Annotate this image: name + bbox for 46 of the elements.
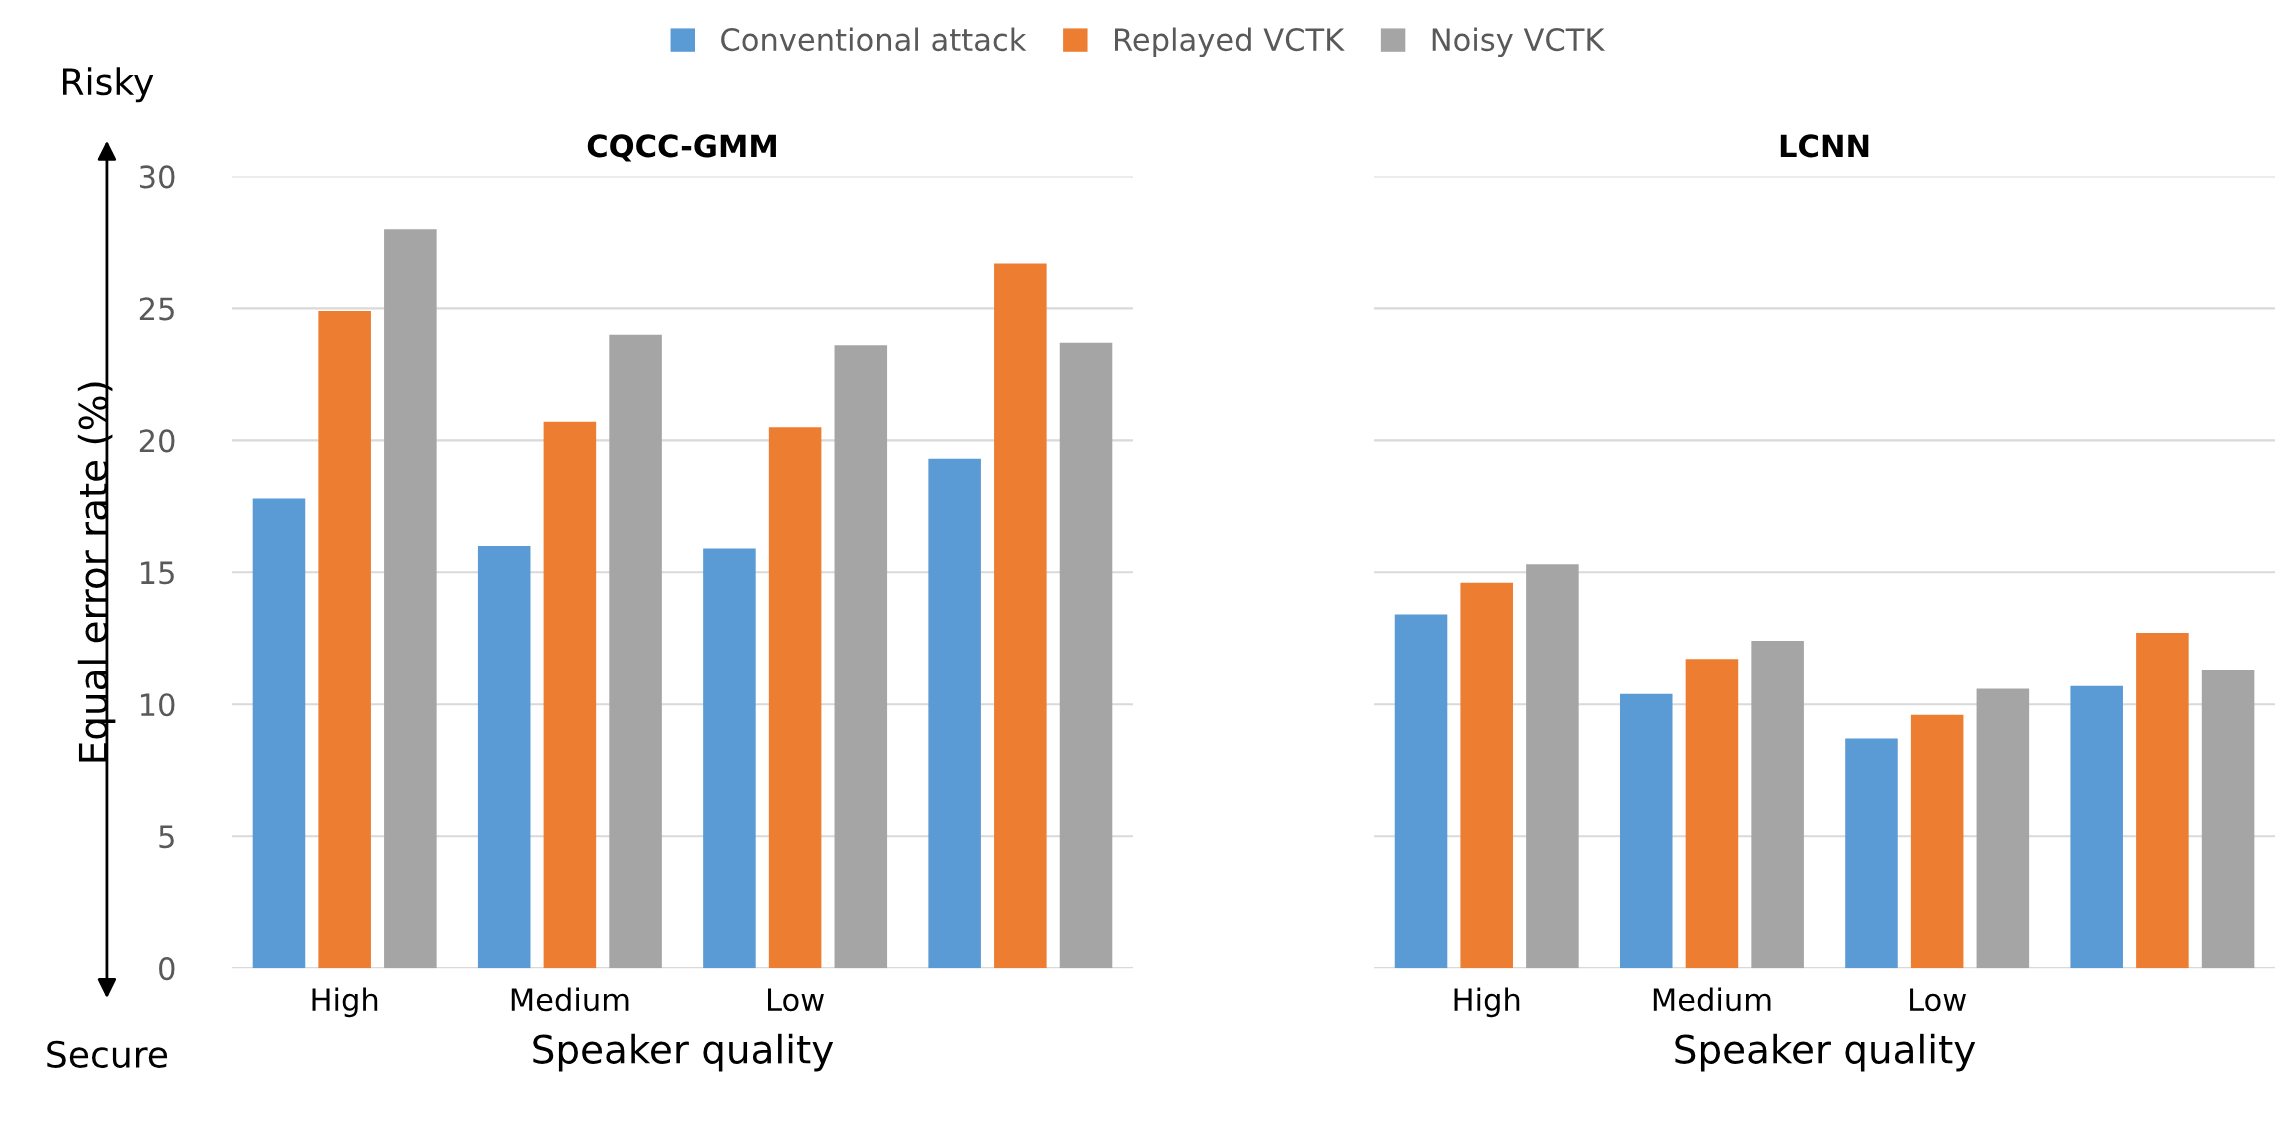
y-tick-label: 25 [139,297,174,321]
bar [1751,640,1804,969]
y-tick-label: 15 [140,561,174,585]
bar [1685,659,1739,969]
bar [768,427,822,969]
bar [703,548,756,969]
y-tick-label: 0 [159,957,175,981]
legend-label: Conventional attack [721,27,1027,52]
y-tick-label: 30 [139,165,175,189]
bar [1059,342,1113,969]
bar [928,458,981,969]
x-axis-title: Speaker quality [533,1033,834,1072]
bar [2201,669,2255,969]
x-tick-label: High [312,987,378,1018]
bar [318,311,371,969]
bar [834,345,888,969]
y-tick-label: 10 [140,693,175,717]
bar [994,263,1047,969]
x-tick-label: Medium [511,987,629,1012]
x-tick-label: Low [1910,988,1966,1012]
bar [1910,714,1964,969]
legend-label: Replayed VCTK [1114,27,1345,58]
bar [1845,738,1898,969]
bar [1526,564,1579,969]
bar [384,229,437,969]
bar [609,334,662,969]
bar [2136,632,2189,969]
x-tick-label: High [1454,987,1520,1018]
y-tick-label: 20 [139,429,175,453]
bar [2070,685,2123,969]
bar [477,545,531,969]
bar [1619,693,1673,969]
text: Risky [63,67,154,103]
x-axis-title: Speaker quality [1675,1033,1976,1072]
bar [543,421,597,969]
y-tick-label: 5 [159,825,174,849]
bar [252,498,306,969]
text: Secure [47,1040,168,1068]
x-tick-label: Medium [1653,987,1771,1012]
legend-label: Noisy VCTK [1432,27,1606,58]
chart-title: CQCC-GMM [587,134,776,162]
bar [1460,582,1513,969]
chart-title: LCNN [1780,134,1869,158]
bar [1394,614,1448,969]
bar [1976,688,2030,969]
x-tick-label: Low [768,988,824,1012]
